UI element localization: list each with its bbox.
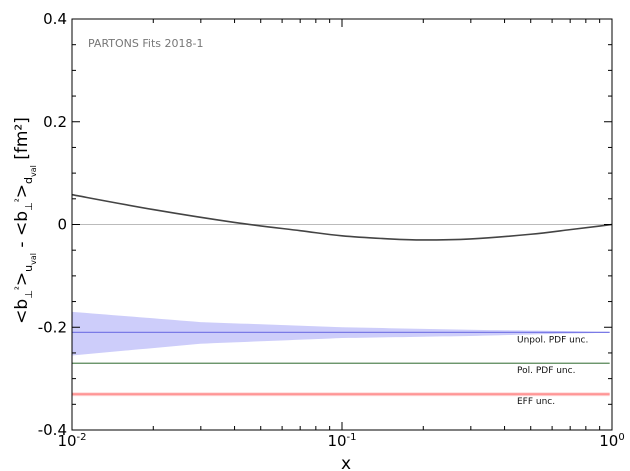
x-tick-label: 100 (599, 432, 624, 450)
fit-annotation: PARTONS Fits 2018-1 (88, 37, 203, 50)
tick-labels: 0.4 0.2 0 -0.2 -0.410-2 10-1 100 (38, 10, 625, 450)
y-tick-label: 0 (57, 216, 67, 234)
band-label-2: EFF unc. (517, 397, 555, 407)
y-axis-label: <b⊥²>uval - <b⊥²>dval [fm²] (12, 117, 38, 324)
band-label-0: Unpol. PDF unc. (517, 335, 588, 345)
uncertainty-bands: Unpol. PDF unc. Pol. PDF unc. EFF unc. (72, 311, 610, 407)
band-fill-0 (72, 311, 610, 356)
x-tick-label: 10-2 (57, 432, 86, 450)
band-label-1: Pol. PDF unc. (517, 366, 575, 376)
y-tick-label: -0.2 (38, 318, 67, 336)
central-curve-group (71, 193, 613, 241)
y-tick-label: 0.4 (43, 10, 67, 28)
central-curve (71, 193, 613, 241)
x-axis-label: x (341, 454, 351, 471)
x-tick-label: 10-1 (327, 432, 356, 450)
axis-ticks (71, 18, 613, 431)
y-tick-label: 0.2 (43, 113, 67, 131)
y-tick-label: -0.4 (38, 421, 67, 439)
